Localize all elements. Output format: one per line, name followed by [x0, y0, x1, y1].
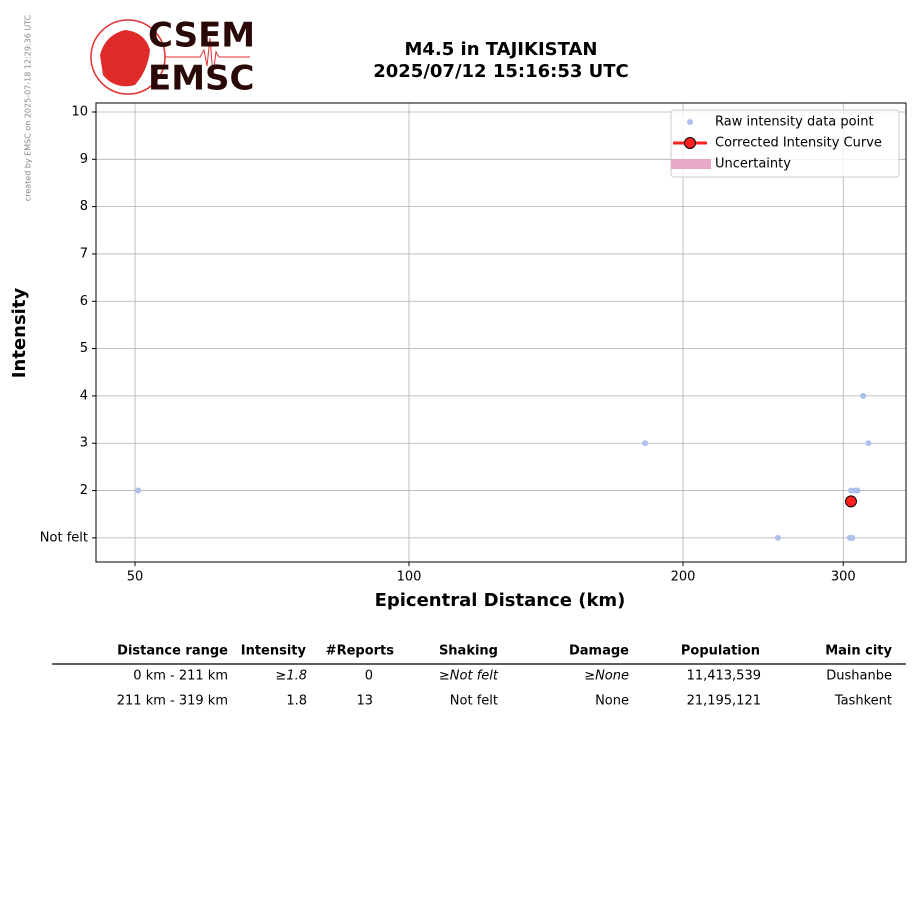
legend-label: Raw intensity data point: [715, 115, 874, 130]
y-tick-label: 10: [71, 104, 88, 119]
data-point: [849, 534, 856, 541]
table-header: Distance range: [117, 644, 228, 659]
data-point: [774, 534, 781, 541]
y-tick-label: 6: [80, 294, 88, 309]
table-cell: ≥Not felt: [439, 669, 499, 684]
data-point: [135, 487, 142, 494]
y-tick-label: 2: [80, 483, 88, 498]
y-tick-label: 5: [80, 341, 88, 356]
y-tick-label: 8: [80, 199, 88, 214]
x-tick-label: 200: [671, 570, 696, 585]
y-axis-label: Intensity: [9, 288, 30, 379]
data-point: [860, 392, 867, 399]
table-cell: 1.8: [286, 694, 307, 709]
table-header: Damage: [569, 644, 629, 659]
chart-subtitle: 2025/07/12 15:16:53 UTC: [373, 61, 629, 82]
logo-map: [100, 30, 150, 87]
legend-marker: [684, 137, 696, 149]
table-cell: ≥None: [584, 669, 629, 684]
data-point: [865, 440, 872, 447]
y-tick-label: Not felt: [40, 530, 88, 545]
table-cell: None: [595, 694, 629, 709]
chart-title: M4.5 in TAJIKISTAN: [404, 39, 597, 60]
y-tick-label: 3: [80, 436, 88, 451]
x-tick-label: 300: [831, 570, 856, 585]
legend-patch: [671, 159, 711, 169]
legend-box: [670, 109, 900, 178]
corrected-point: [844, 495, 857, 508]
credit: created by EMSC on 2025-07-18 12:29:36 U…: [24, 14, 33, 201]
table-cell: 0: [365, 669, 373, 684]
table-header: Shaking: [439, 644, 498, 659]
y-tick-label: 7: [80, 246, 88, 261]
logo: CSEM EMSC: [90, 16, 255, 99]
table-cell: Dushanbe: [826, 669, 892, 684]
table-header: Population: [681, 644, 760, 659]
table-cell: 11,413,539: [687, 669, 761, 684]
data-point: [854, 487, 861, 494]
table-cell: ≥1.8: [275, 669, 307, 684]
x-tick-label: 100: [397, 570, 422, 585]
y-tick-label: 4: [80, 388, 88, 403]
legend-label: Corrected Intensity Curve: [715, 136, 882, 151]
legend: Raw intensity data point Corrected Intens…: [670, 109, 900, 178]
table-cell: 13: [356, 694, 373, 709]
y-tick-label: 9: [80, 152, 88, 167]
legend-marker: [687, 119, 693, 125]
data-point: [642, 440, 649, 447]
logo-top: CSEM: [148, 16, 255, 56]
x-axis-label: Epicentral Distance (km): [375, 590, 626, 611]
table-cell: 211 km - 319 km: [117, 694, 228, 709]
table-cell: 0 km - 211 km: [133, 669, 228, 684]
table-cell: Tashkent: [834, 694, 892, 709]
table-cell: Not felt: [450, 694, 498, 709]
table-cell: 21,195,121: [687, 694, 761, 709]
legend-label: Uncertainty: [715, 157, 791, 172]
logo-bottom: EMSC: [148, 59, 255, 99]
x-tick-label: 50: [127, 570, 144, 585]
plot-frame: [95, 102, 907, 563]
logo-wave: [165, 37, 250, 76]
table-header: #Reports: [326, 644, 395, 659]
table-header: Main city: [825, 644, 892, 659]
table-header: Intensity: [241, 644, 307, 659]
